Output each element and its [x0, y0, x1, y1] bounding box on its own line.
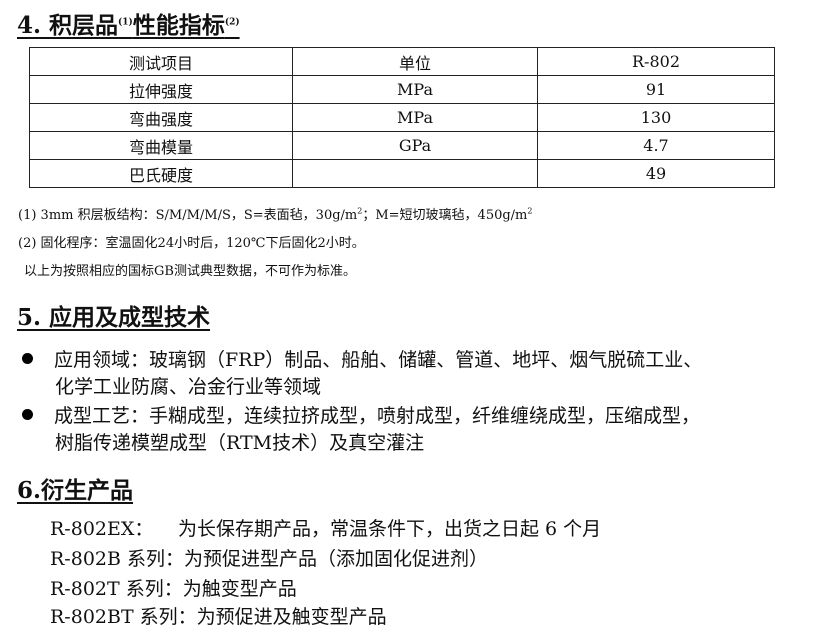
section-4-heading: 4. 积层品(1)性能指标(2) [17, 12, 240, 39]
table-row: 弯曲模量 GPa 4.7 [29, 131, 775, 160]
product-item: R-802B 系列：为预促进型产品（添加固化促进剂） [50, 548, 489, 570]
product-item: R-802EX： 为长保存期产品，常温条件下，出货之日起 6 个月 [50, 518, 602, 540]
product-item: R-802T 系列：为触变型产品 [50, 578, 297, 600]
section-5-heading: 5. 应用及成型技术 [17, 304, 211, 331]
cell: 91 [537, 75, 775, 104]
header-cell: 单位 [292, 47, 538, 76]
cell: MPa [292, 103, 538, 132]
table-row: 拉伸强度 MPa 91 [29, 75, 775, 104]
cell: 4.7 [537, 131, 775, 160]
cell: 巴氏硬度 [29, 159, 293, 188]
note-2: (2) 固化程序：室温固化24小时后，120℃下后固化2小时。 [18, 236, 365, 251]
header-cell: R-802 [537, 47, 775, 76]
cell: MPa [292, 75, 538, 104]
cell: 弯曲强度 [29, 103, 293, 132]
cell: 弯曲模量 [29, 131, 293, 160]
bullet-item: 成型工艺：手糊成型，连续拉挤成型，喷射成型，纤维缠绕成型，压缩成型， [22, 401, 700, 428]
table-row: 弯曲强度 MPa 130 [29, 103, 775, 132]
note-1: (1) 3mm 积层板结构：S/M/M/M/S，S=表面毡，30g/m2；M=短… [18, 206, 533, 223]
cell: GPa [292, 131, 538, 160]
bullet-continuation: 树脂传递模塑成型（RTM技术）及真空灌注 [55, 432, 425, 454]
table-header-row: 测试项目 单位 R-802 [29, 47, 775, 76]
section-6-heading: 6.衍生产品 [17, 477, 134, 504]
cell: 拉伸强度 [29, 75, 293, 104]
table-row: 巴氏硬度 49 [29, 159, 775, 188]
cell [292, 159, 538, 188]
cell: 130 [537, 103, 775, 132]
bullet-item: 应用领域：玻璃钢（FRP）制品、船舶、储罐、管道、地坪、烟气脱硫工业、 [22, 345, 702, 372]
bullet-icon [22, 353, 33, 364]
bullet-icon [22, 409, 33, 420]
header-cell: 测试项目 [29, 47, 293, 76]
cell: 49 [537, 159, 775, 188]
note-3: 以上为按照相应的国标GB测试典型数据，不可作为标准。 [24, 264, 356, 279]
bullet-continuation: 化学工业防腐、冶金行业等领域 [55, 376, 322, 398]
product-item: R-802BT 系列：为预促进及触变型产品 [50, 606, 387, 628]
properties-table: 测试项目 单位 R-802 拉伸强度 MPa 91 弯曲强度 MPa 130 弯曲模量 GPa… [29, 47, 775, 188]
